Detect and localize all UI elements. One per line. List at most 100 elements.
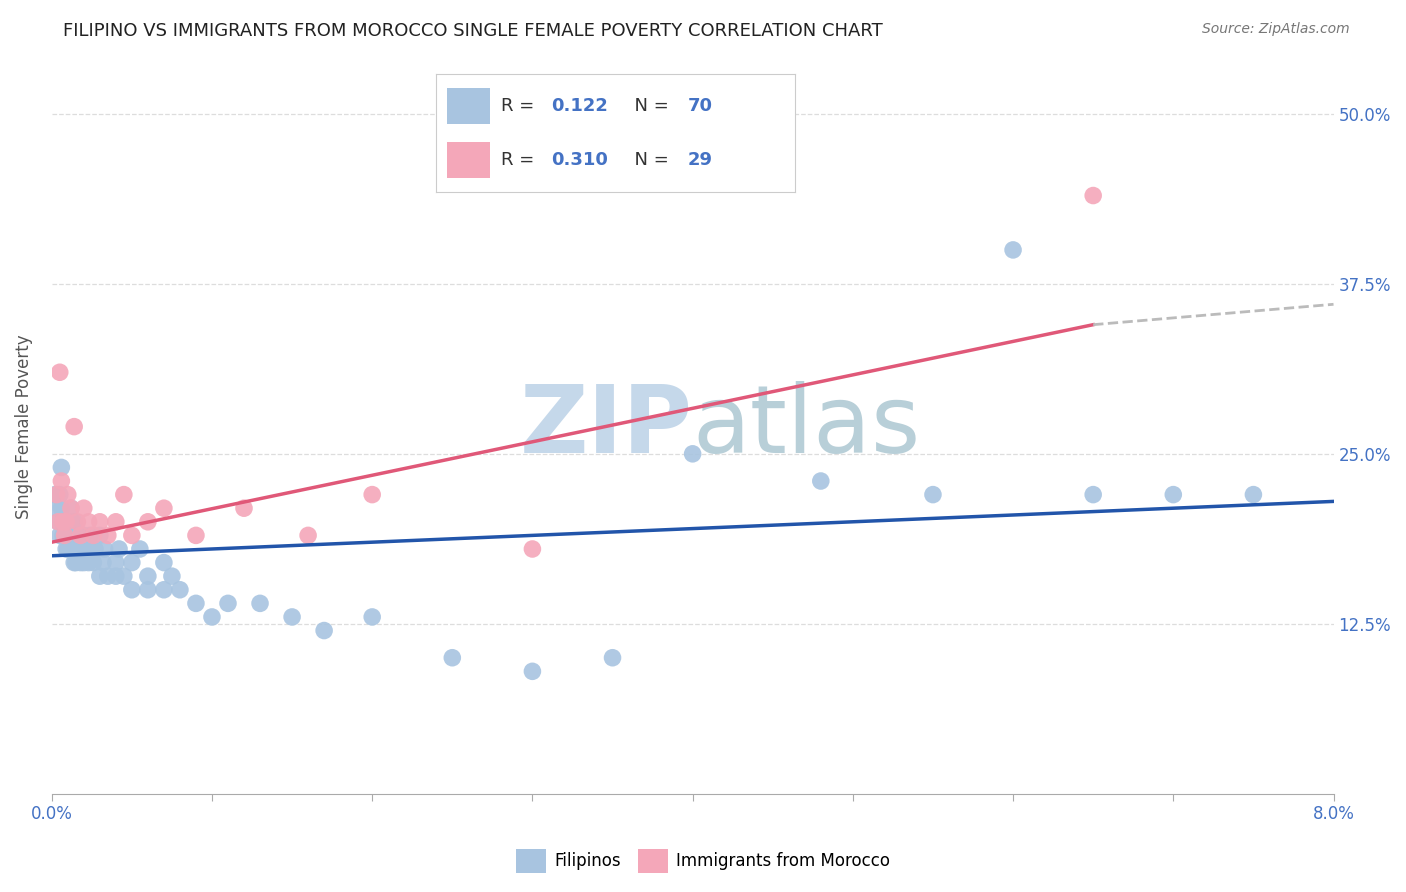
Point [51, 501, 73, 516]
Point [76, 541, 98, 556]
Point [52, 515, 75, 529]
Point [45, 487, 67, 501]
Point [104, 569, 127, 583]
Point [922, 487, 945, 501]
Point [49, 528, 72, 542]
Point [51, 474, 73, 488]
Point [56, 541, 79, 556]
Point [361, 610, 384, 624]
Point [59, 528, 82, 542]
Y-axis label: Single Female Poverty: Single Female Poverty [15, 334, 32, 519]
Point [49, 487, 72, 501]
Point [522, 665, 544, 679]
Point [121, 528, 143, 542]
Point [184, 528, 207, 542]
Point [201, 610, 224, 624]
Point [233, 501, 256, 516]
Point [121, 556, 143, 570]
Point [66, 528, 89, 542]
Point [80, 541, 103, 556]
Point [53, 528, 76, 542]
Point [136, 582, 159, 597]
Point [73, 501, 96, 516]
Point [121, 582, 143, 597]
Point [52, 515, 75, 529]
Point [249, 596, 271, 610]
Point [49, 365, 72, 379]
Point [59, 501, 82, 516]
Point [1083, 188, 1105, 202]
Point [602, 650, 624, 665]
Point [56, 487, 79, 501]
Point [89, 528, 111, 542]
Point [63, 515, 86, 529]
Point [62, 541, 84, 556]
Point [1002, 243, 1025, 257]
Point [128, 541, 150, 556]
Point [82, 556, 104, 570]
Legend: Filipinos, Immigrants from Morocco: Filipinos, Immigrants from Morocco [509, 842, 897, 880]
Point [59, 501, 82, 516]
Point [70, 541, 93, 556]
Text: ZIP: ZIP [520, 381, 693, 473]
Point [55, 541, 77, 556]
Point [46, 515, 69, 529]
Text: FILIPINO VS IMMIGRANTS FROM MOROCCO SINGLE FEMALE POVERTY CORRELATION CHART: FILIPINO VS IMMIGRANTS FROM MOROCCO SING… [63, 22, 883, 40]
Point [44, 487, 66, 501]
Point [67, 541, 90, 556]
Point [361, 487, 384, 501]
Point [45, 501, 67, 516]
Point [69, 528, 91, 542]
Point [97, 528, 120, 542]
Point [112, 569, 135, 583]
Point [682, 447, 704, 461]
Text: Source: ZipAtlas.com: Source: ZipAtlas.com [1202, 22, 1350, 37]
Point [314, 624, 336, 638]
Point [65, 528, 87, 542]
Point [160, 569, 183, 583]
Point [281, 610, 304, 624]
Point [104, 556, 127, 570]
Point [56, 515, 79, 529]
Point [89, 515, 111, 529]
Point [153, 556, 176, 570]
Point [51, 460, 73, 475]
Point [65, 556, 87, 570]
Point [73, 528, 96, 542]
Point [522, 541, 544, 556]
Point [1241, 487, 1264, 501]
Point [810, 474, 832, 488]
Point [682, 161, 704, 176]
Point [97, 569, 120, 583]
Point [56, 528, 79, 542]
Point [184, 596, 207, 610]
Point [63, 556, 86, 570]
Point [73, 556, 96, 570]
Point [84, 541, 107, 556]
Point [153, 501, 176, 516]
Point [55, 528, 77, 542]
Point [82, 528, 104, 542]
Point [52, 528, 75, 542]
Point [1161, 487, 1184, 501]
Point [108, 541, 131, 556]
Point [297, 528, 319, 542]
Point [77, 556, 100, 570]
Point [153, 582, 176, 597]
Point [62, 515, 84, 529]
Point [1083, 487, 1105, 501]
Point [66, 515, 89, 529]
Point [77, 515, 100, 529]
Point [441, 650, 464, 665]
Point [93, 541, 115, 556]
Point [55, 515, 77, 529]
Point [136, 569, 159, 583]
Point [63, 419, 86, 434]
Point [53, 528, 76, 542]
Point [112, 487, 135, 501]
Point [104, 515, 127, 529]
Text: atlas: atlas [693, 381, 921, 473]
Point [169, 582, 191, 597]
Point [69, 556, 91, 570]
Point [46, 515, 69, 529]
